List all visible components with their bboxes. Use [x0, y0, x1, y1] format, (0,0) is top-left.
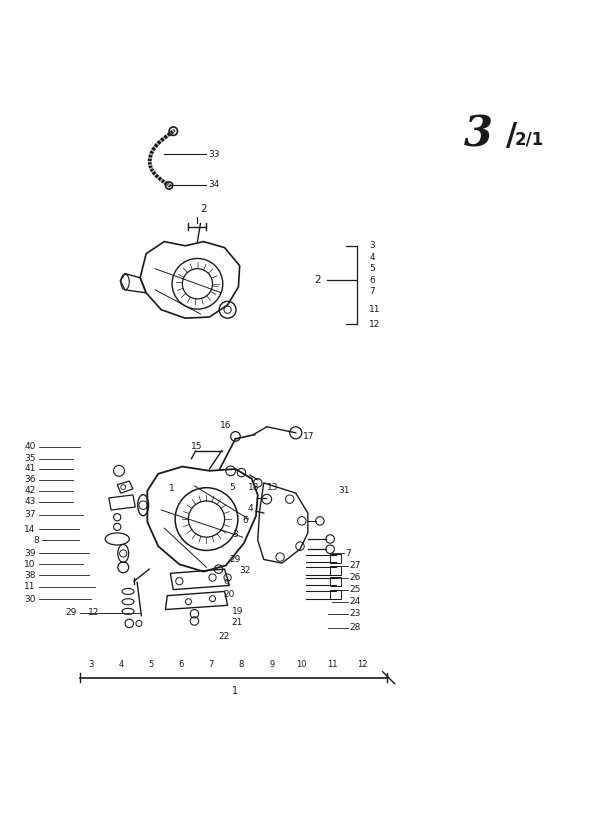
- Text: 2/1: 2/1: [514, 130, 544, 148]
- Text: 12: 12: [357, 660, 367, 669]
- Bar: [330, 566, 341, 575]
- Text: 3: 3: [232, 529, 238, 538]
- Text: 38: 38: [24, 571, 36, 580]
- Text: 7: 7: [345, 549, 351, 558]
- Text: 42: 42: [24, 486, 36, 495]
- Text: 20: 20: [224, 590, 235, 599]
- Text: 21: 21: [232, 619, 243, 628]
- Text: 6: 6: [369, 275, 375, 284]
- Text: 28: 28: [350, 623, 361, 632]
- Text: 24: 24: [350, 597, 361, 606]
- Text: 11: 11: [24, 582, 36, 591]
- Text: 39: 39: [24, 549, 36, 558]
- Bar: [330, 554, 341, 563]
- Text: 36: 36: [24, 476, 36, 485]
- Text: 18: 18: [247, 483, 259, 491]
- Text: 37: 37: [24, 510, 36, 519]
- Text: 16: 16: [220, 421, 231, 430]
- Text: 10: 10: [296, 660, 307, 669]
- Text: 7: 7: [208, 660, 214, 669]
- Text: 12: 12: [369, 320, 381, 328]
- Text: 29: 29: [230, 555, 241, 564]
- Text: 17: 17: [303, 432, 315, 441]
- Text: 2: 2: [201, 204, 207, 214]
- Text: 25: 25: [350, 586, 361, 594]
- Text: 13: 13: [267, 483, 278, 491]
- Text: 27: 27: [350, 561, 361, 570]
- Text: 1: 1: [232, 686, 239, 696]
- Text: 1: 1: [169, 485, 175, 494]
- Text: 31: 31: [338, 486, 350, 495]
- Text: 6: 6: [178, 660, 184, 669]
- Text: 6: 6: [242, 516, 248, 525]
- Text: 23: 23: [350, 609, 361, 619]
- Text: 5: 5: [230, 483, 235, 491]
- Text: 3: 3: [88, 660, 93, 669]
- Text: 35: 35: [24, 454, 36, 463]
- Text: 7: 7: [369, 287, 375, 296]
- Text: 8: 8: [34, 536, 39, 545]
- Text: /: /: [505, 121, 517, 151]
- Text: 22: 22: [219, 632, 230, 641]
- Text: 5: 5: [369, 265, 375, 273]
- Text: 33: 33: [208, 150, 220, 159]
- Bar: [330, 590, 341, 600]
- Text: 3: 3: [369, 241, 375, 251]
- Text: 11: 11: [327, 660, 337, 669]
- Text: 9: 9: [269, 660, 275, 669]
- Text: 12: 12: [88, 608, 100, 617]
- Text: 10: 10: [24, 560, 36, 569]
- Text: 8: 8: [239, 660, 244, 669]
- Text: 4: 4: [247, 504, 253, 514]
- Text: 34: 34: [208, 180, 219, 189]
- Text: 14: 14: [24, 525, 36, 533]
- Text: 30: 30: [24, 595, 36, 604]
- Text: 29: 29: [65, 608, 77, 617]
- Text: 26: 26: [350, 573, 361, 582]
- Text: 3: 3: [464, 114, 493, 155]
- Text: 41: 41: [24, 465, 36, 474]
- Text: 40: 40: [24, 442, 36, 452]
- Text: 2: 2: [315, 275, 321, 285]
- Text: 5: 5: [148, 660, 153, 669]
- Text: 11: 11: [369, 305, 381, 314]
- Text: 15: 15: [191, 442, 203, 452]
- Text: 32: 32: [239, 566, 251, 575]
- Text: 43: 43: [24, 497, 36, 506]
- Text: 4: 4: [369, 253, 375, 262]
- Text: 9: 9: [224, 579, 229, 588]
- Text: 19: 19: [232, 607, 244, 616]
- Bar: [330, 577, 341, 586]
- Text: 4: 4: [118, 660, 124, 669]
